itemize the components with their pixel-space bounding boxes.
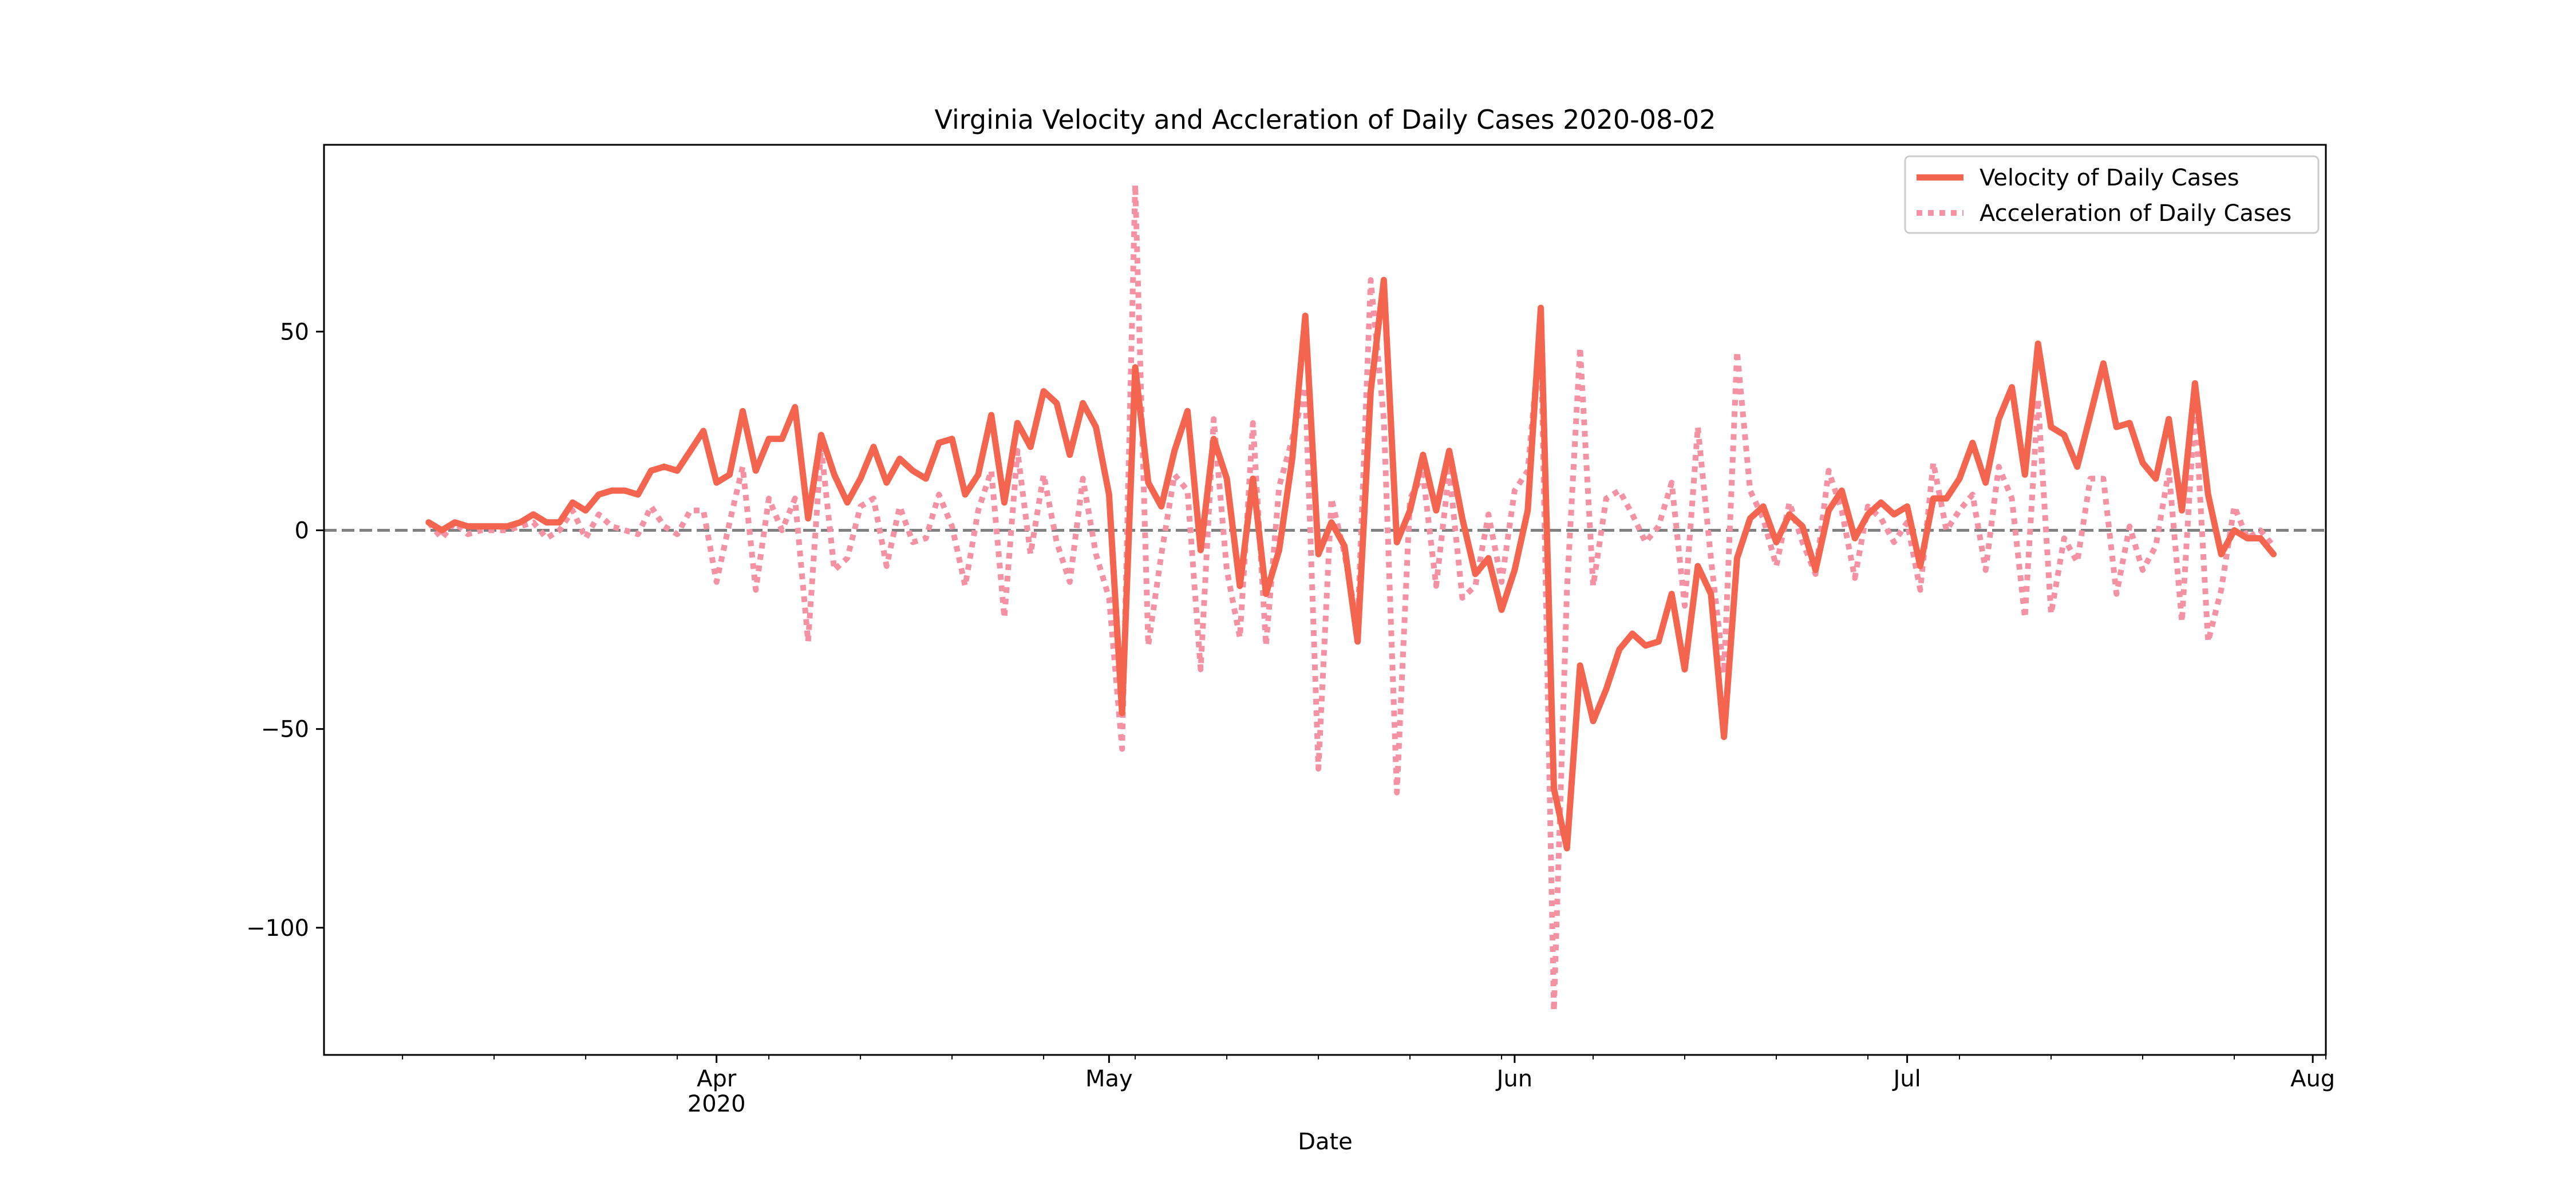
legend-label: Acceleration of Daily Cases xyxy=(1980,200,2291,227)
y-tick-label: −100 xyxy=(246,915,309,942)
series-layer xyxy=(425,181,2277,1014)
x-tick-label: Apr xyxy=(697,1066,737,1092)
y-tick-label: −50 xyxy=(261,717,309,743)
x-axis-label: Date xyxy=(1298,1129,1353,1155)
velocity-series-line xyxy=(425,276,2277,852)
legend-label: Velocity of Daily Cases xyxy=(1980,165,2239,191)
legend-box xyxy=(1904,155,2320,234)
acceleration-series-line xyxy=(426,181,2276,1014)
x-tick-label: May xyxy=(1085,1066,1133,1092)
x-tick-label: Jul xyxy=(1891,1066,1921,1092)
y-axis: 50 0 −50 −100 xyxy=(246,319,324,942)
x-tick-sublabel: 2020 xyxy=(688,1091,746,1117)
x-tick-label: Jun xyxy=(1495,1066,1533,1092)
x-tick-label: Aug xyxy=(2290,1066,2335,1092)
legend: Velocity of Daily Cases Acceleration of D… xyxy=(1904,155,2320,234)
plot-frame xyxy=(323,144,2327,1056)
plot-area xyxy=(324,181,2326,1014)
y-tick-label: 0 xyxy=(295,517,309,544)
chart-title: Virginia Velocity and Accleration of Dai… xyxy=(935,104,1716,135)
y-tick-label: 50 xyxy=(280,319,309,345)
